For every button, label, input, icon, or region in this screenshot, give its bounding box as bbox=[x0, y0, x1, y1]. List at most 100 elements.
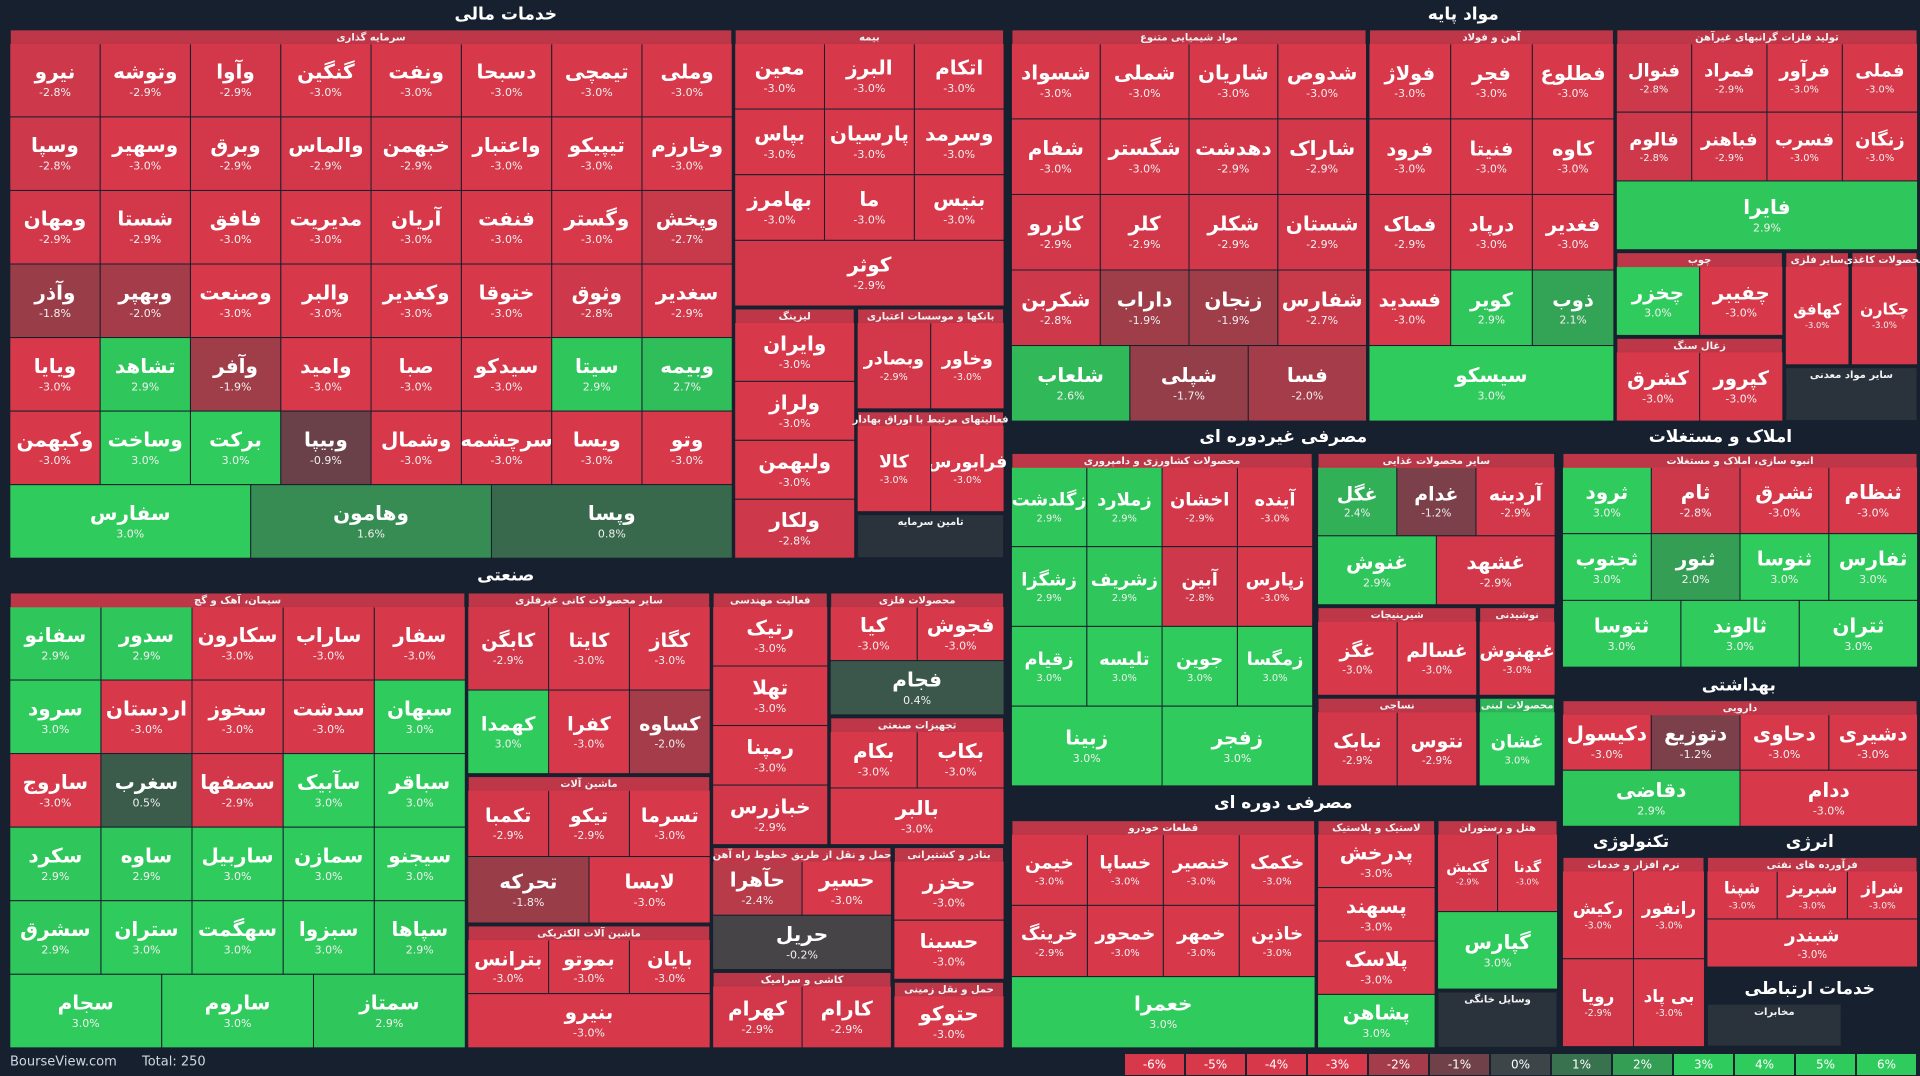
tile bbox=[9, 263, 101, 339]
tile-change: -3.0% bbox=[404, 649, 436, 662]
tile-change: -3.0% bbox=[764, 214, 796, 227]
tile-name: اخشان bbox=[1170, 490, 1229, 511]
tile bbox=[1161, 625, 1238, 707]
tile-change: -2.9% bbox=[493, 830, 524, 842]
tile-name: زفجر bbox=[1211, 726, 1263, 750]
group-header bbox=[1438, 821, 1557, 836]
tile-name: ختوقا bbox=[479, 280, 535, 304]
tile-name: سفانو bbox=[24, 623, 87, 647]
tile-name: شکلر bbox=[1206, 212, 1259, 236]
tile-change: -3.0% bbox=[1805, 320, 1829, 330]
tile-name: وسرمد bbox=[925, 121, 993, 145]
tile bbox=[1784, 265, 1850, 366]
tile-name: سخوز bbox=[207, 696, 266, 720]
tile bbox=[99, 337, 191, 412]
tile bbox=[282, 605, 375, 681]
tile-name: دقاضی bbox=[1616, 778, 1686, 802]
tile-name: خرینگ bbox=[1021, 923, 1078, 945]
tile-change: -2.9% bbox=[493, 655, 524, 667]
tile bbox=[641, 116, 733, 191]
tile bbox=[1247, 345, 1368, 422]
tile bbox=[548, 938, 630, 995]
tile-change: -3.0% bbox=[1111, 948, 1140, 959]
tile-change: -3.0% bbox=[1129, 87, 1161, 100]
tile-change: 2.4% bbox=[1344, 508, 1370, 520]
tile-change: -3.0% bbox=[933, 956, 965, 969]
legend-label: 5% bbox=[1816, 1058, 1835, 1072]
tile bbox=[9, 605, 102, 681]
tile-change: 0.5% bbox=[132, 796, 160, 809]
tile bbox=[551, 189, 643, 265]
tile-name: ومهان bbox=[24, 207, 87, 231]
tile-name: سجام bbox=[58, 991, 114, 1015]
tile-change: -3.0% bbox=[129, 160, 161, 173]
tile-change: -3.0% bbox=[1655, 920, 1682, 931]
tile-change: -3.0% bbox=[1187, 948, 1216, 959]
tile-name: خنصیر bbox=[1172, 852, 1230, 873]
tile-change: -0.9% bbox=[310, 454, 342, 467]
tile-change: -3.0% bbox=[574, 738, 605, 750]
tile bbox=[370, 42, 462, 118]
tile bbox=[1650, 466, 1741, 535]
sector-title: تکنولوژی bbox=[1593, 832, 1669, 852]
tile-name: سآبیک bbox=[297, 769, 360, 794]
tile-change: -3.0% bbox=[310, 307, 342, 320]
legend-swatch bbox=[1125, 1054, 1184, 1075]
group-title: سرمایه گذاری bbox=[336, 30, 405, 43]
tile bbox=[280, 189, 372, 265]
tile-name: بنیرو bbox=[564, 1000, 614, 1024]
source: BourseView.com bbox=[10, 1055, 117, 1070]
tile-change: -1.9% bbox=[220, 380, 252, 393]
tile bbox=[734, 239, 1005, 307]
tile-name: صبا bbox=[399, 354, 434, 378]
tile bbox=[551, 116, 643, 191]
tile bbox=[460, 410, 553, 486]
tile-change: -3.0% bbox=[1558, 87, 1589, 100]
tile-name: فجر bbox=[1471, 62, 1511, 85]
tile bbox=[1632, 870, 1705, 960]
tile-name: وتوشه bbox=[113, 60, 177, 84]
tile-name: وخاور bbox=[941, 350, 993, 370]
tile-name: چکارن bbox=[1860, 299, 1909, 319]
tile bbox=[1161, 466, 1238, 548]
tile-name: پشاهن bbox=[1343, 1001, 1410, 1026]
tile-name: وپخش bbox=[656, 207, 719, 232]
tile-change: -3.0% bbox=[880, 475, 908, 486]
group-header bbox=[468, 777, 710, 792]
tile bbox=[1615, 111, 1693, 182]
tile-name: فولاژ bbox=[1384, 62, 1436, 85]
tile-name: شلعاب bbox=[1037, 363, 1104, 387]
tile-change: -3.0% bbox=[1360, 867, 1392, 880]
tile bbox=[1317, 711, 1398, 787]
tile bbox=[99, 189, 191, 265]
tile-name: فجام bbox=[892, 667, 942, 691]
tile-name: ثرود bbox=[1586, 480, 1629, 504]
group-header bbox=[1012, 453, 1312, 468]
tile-name: زبینا bbox=[1065, 726, 1108, 750]
tile-name: شسواد bbox=[1021, 61, 1091, 85]
tile bbox=[280, 337, 372, 412]
tile-name: خساپا bbox=[1099, 852, 1151, 873]
tile-name: کهرام bbox=[728, 996, 787, 1020]
tile-name: ساربیل bbox=[201, 843, 273, 867]
tile bbox=[1739, 533, 1830, 601]
group-header bbox=[831, 718, 1004, 733]
tile-change: -2.9% bbox=[400, 160, 432, 173]
tile-name: سمتاز bbox=[358, 991, 419, 1015]
tile-name: حخزر bbox=[922, 870, 976, 894]
tile-change: 0.4% bbox=[903, 694, 931, 707]
group-title: کاشی و سرامیک bbox=[761, 975, 844, 986]
tile-change: -3.0% bbox=[634, 896, 666, 909]
group-title: سیمان، آهک و گچ bbox=[194, 593, 281, 606]
tile-change: -3.0% bbox=[764, 82, 796, 95]
tile-name: شکربن bbox=[1021, 287, 1090, 311]
tile-change: -2.9% bbox=[1480, 576, 1512, 589]
tile bbox=[1010, 193, 1101, 271]
tile-name: وسپا bbox=[31, 133, 79, 158]
tile-change: -2.4% bbox=[741, 894, 773, 907]
tile bbox=[9, 679, 102, 755]
group-header bbox=[1480, 698, 1555, 713]
tile-name: سفارس bbox=[90, 501, 171, 525]
tile-name: فایرا bbox=[1743, 195, 1790, 219]
tile-name: گکیش bbox=[1446, 859, 1489, 876]
